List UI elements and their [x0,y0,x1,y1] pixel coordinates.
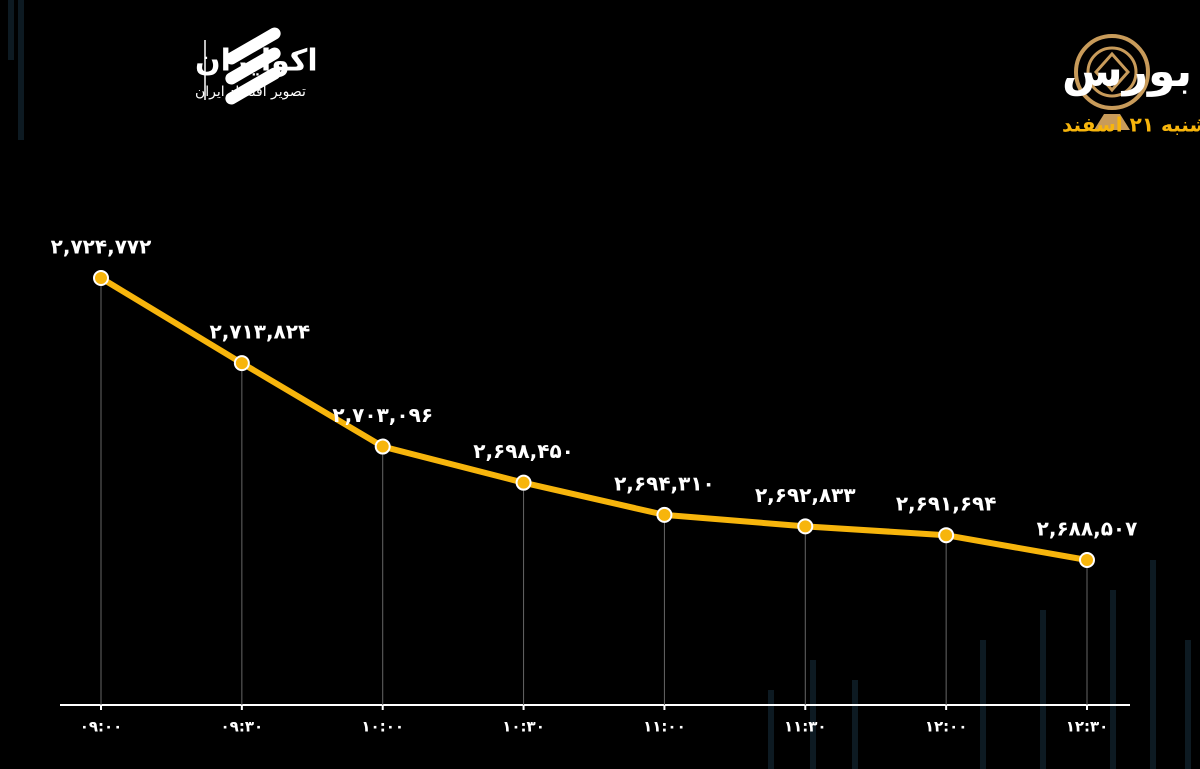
x-tick-label: ۰۹:۰۰ [80,718,123,736]
x-tick-label: ۱۲:۰۰ [925,718,968,736]
point [515,474,532,491]
x-tick-label: ۱۱:۰۰ [643,718,686,736]
point [656,506,673,523]
x-tick-label: ۱۰:۰۰ [361,718,404,736]
point [797,518,814,535]
point [938,527,955,544]
value-label: ۲,۷۱۳,۸۲۴ [210,320,311,344]
chart-subtitle: سه شنبه ۲۱ اسفند [1062,113,1200,137]
brand-name: اکوایران [195,44,318,79]
value-label: ۲,۶۹۱,۶۹۴ [896,492,997,516]
point [374,438,391,455]
value-label: ۲,۷۰۳,۰۹۶ [332,403,433,427]
x-tick-label: ۰۹:۳۰ [221,718,264,736]
brand-tagline: تصویر اقتصاد ایران [195,84,306,100]
x-tick-label: ۱۰:۳۰ [502,718,545,736]
point [233,355,250,372]
x-tick-label: ۱۱:۳۰ [784,718,827,736]
value-label: ۲,۶۸۸,۵۰۷ [1037,517,1138,541]
point [1079,552,1095,568]
value-label: ۲,۶۹۴,۳۱۰ [614,471,715,495]
line [99,275,1088,563]
value-label: ۲,۷۲۴,۷۷۲ [51,235,152,259]
brand-logo [204,27,281,105]
point [93,270,109,286]
value-label: ۲,۶۹۲,۸۳۳ [755,483,856,507]
x-tick-label: ۱۲:۳۰ [1066,718,1109,736]
emblem [1074,34,1150,130]
value-label: ۲,۶۹۸,۴۵۰ [473,439,574,463]
chart-title: روند شاخص کل بورس [1062,46,1200,97]
